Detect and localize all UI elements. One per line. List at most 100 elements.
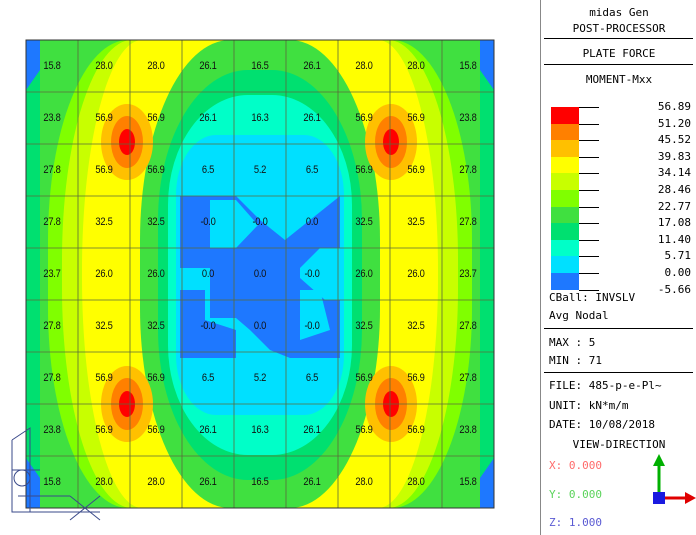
cell-value: 0.0 bbox=[253, 268, 267, 280]
cell-value: 23.8 bbox=[459, 424, 477, 436]
cell-value: 32.5 bbox=[147, 216, 165, 228]
cell-value: 26.1 bbox=[199, 60, 217, 72]
cell-value: -0.0 bbox=[304, 320, 320, 332]
cell-value: 6.5 bbox=[305, 164, 319, 176]
legend-value: 45.52 bbox=[657, 133, 691, 147]
hotspots bbox=[101, 104, 417, 442]
cell-value: 23.7 bbox=[459, 268, 477, 280]
view-x: X: 0.000 bbox=[549, 459, 602, 472]
mesh-grid bbox=[26, 40, 494, 508]
cell-value: 26.1 bbox=[199, 476, 217, 488]
cell-value: 28.0 bbox=[407, 476, 425, 488]
cell-value: 32.5 bbox=[355, 320, 373, 332]
cell-value: 5.2 bbox=[253, 372, 267, 384]
legend-swatch bbox=[551, 256, 579, 273]
cell-value: 32.5 bbox=[407, 216, 425, 228]
legend-value: -5.66 bbox=[657, 282, 691, 296]
cell-value: 32.5 bbox=[95, 216, 113, 228]
view-z: Z: 1.000 bbox=[549, 516, 602, 529]
cell-value: 56.9 bbox=[147, 424, 165, 436]
cell-value: 26.0 bbox=[407, 268, 425, 280]
cell-value: 23.8 bbox=[43, 112, 61, 124]
cell-value: 56.9 bbox=[147, 164, 165, 176]
legend-value: 28.46 bbox=[657, 183, 691, 196]
cell-value: 32.5 bbox=[407, 320, 425, 332]
cell-value: 27.8 bbox=[459, 164, 477, 176]
legend-swatch bbox=[551, 223, 579, 240]
cell-value: 56.9 bbox=[407, 424, 425, 436]
legend-tick bbox=[579, 223, 599, 225]
cell-value: 26.0 bbox=[147, 268, 165, 280]
cell-value: -0.0 bbox=[200, 320, 216, 332]
legend-swatch bbox=[551, 239, 579, 257]
cell-value: 23.8 bbox=[459, 112, 477, 124]
cell-value: 56.9 bbox=[407, 372, 425, 384]
cell-value: 56.9 bbox=[95, 424, 113, 436]
min-label: MIN : 71 bbox=[549, 354, 602, 367]
max-label: MAX : 5 bbox=[549, 336, 596, 349]
cell-value: 15.8 bbox=[43, 476, 61, 488]
cell-value: 26.1 bbox=[199, 112, 217, 124]
cell-value: 23.8 bbox=[43, 424, 61, 436]
cell-value: 26.1 bbox=[303, 60, 321, 72]
cell-value: 27.8 bbox=[459, 372, 477, 384]
legend-tick bbox=[579, 273, 599, 274]
cell-value: 0.0 bbox=[305, 216, 319, 228]
legend-tick bbox=[579, 206, 599, 208]
legend-value: 39.83 bbox=[657, 149, 691, 163]
cell-value: 56.9 bbox=[355, 372, 373, 384]
view-direction-label: VIEW-DIRECTION bbox=[572, 438, 666, 451]
date-label: DATE: 10/08/2018 bbox=[549, 418, 655, 431]
cell-value: 26.1 bbox=[199, 424, 217, 436]
result-type: PLATE FORCE bbox=[582, 47, 656, 60]
legend-swatch bbox=[551, 273, 579, 290]
legend-value: 34.14 bbox=[657, 166, 691, 180]
cell-value: 27.8 bbox=[43, 372, 61, 384]
legend-value: 17.08 bbox=[657, 216, 691, 230]
cell-value: -0.0 bbox=[200, 216, 216, 228]
legend-swatch bbox=[551, 156, 579, 174]
cell-value: 56.9 bbox=[355, 424, 373, 436]
cell-value: 16.5 bbox=[251, 476, 269, 488]
cell-value: 32.5 bbox=[95, 320, 113, 332]
mode-label: POST-PROCESSOR bbox=[572, 22, 666, 35]
legend-tick bbox=[579, 107, 599, 108]
cell-value: 15.8 bbox=[459, 60, 477, 72]
legend-swatch bbox=[551, 173, 579, 190]
legend-tick bbox=[579, 190, 599, 191]
component-label: MOMENT-Mxx bbox=[585, 73, 653, 86]
cell-value: 28.0 bbox=[355, 476, 373, 488]
cell-value: 0.0 bbox=[253, 320, 267, 332]
view-y: Y: 0.000 bbox=[549, 488, 602, 501]
cell-value: 15.8 bbox=[43, 60, 61, 72]
cell-value: 32.5 bbox=[147, 320, 165, 332]
legend-swatch bbox=[551, 107, 579, 124]
cell-value: 56.9 bbox=[407, 112, 425, 124]
contour-plot bbox=[11, 39, 495, 521]
cell-value: 56.9 bbox=[95, 164, 113, 176]
cell-value: 27.8 bbox=[459, 320, 477, 332]
legend-tick bbox=[579, 239, 599, 241]
cell-value: 26.0 bbox=[355, 268, 373, 280]
legend-tick bbox=[579, 256, 599, 258]
cell-value: 56.9 bbox=[147, 372, 165, 384]
legend-tick bbox=[579, 156, 599, 158]
legend-value: 22.77 bbox=[657, 199, 691, 213]
cell-value: 28.0 bbox=[147, 60, 165, 72]
cell-value: 56.9 bbox=[95, 112, 113, 124]
cell-value: 27.8 bbox=[459, 216, 477, 228]
contour-viewport[interactable]: 15.8 28.0 28.0 26.1 16.5 26.1 28.0 28.0 15.8 23.8… bbox=[0, 0, 540, 535]
cell-value: 28.0 bbox=[355, 60, 373, 72]
cell-value: 6.5 bbox=[201, 164, 215, 176]
cell-value: 56.9 bbox=[95, 372, 113, 384]
cell-value: 26.1 bbox=[303, 476, 321, 488]
legend-swatch bbox=[551, 190, 579, 207]
cell-value: 56.9 bbox=[147, 112, 165, 124]
legend-value: 11.40 bbox=[657, 232, 691, 246]
avg-label: Avg Nodal bbox=[549, 309, 609, 322]
cell-value: 16.5 bbox=[251, 60, 269, 72]
legend-value: 5.71 bbox=[664, 249, 692, 263]
cell-value: 28.0 bbox=[95, 476, 113, 488]
cell-value: 56.9 bbox=[407, 164, 425, 176]
cell-value: 5.2 bbox=[253, 164, 267, 176]
